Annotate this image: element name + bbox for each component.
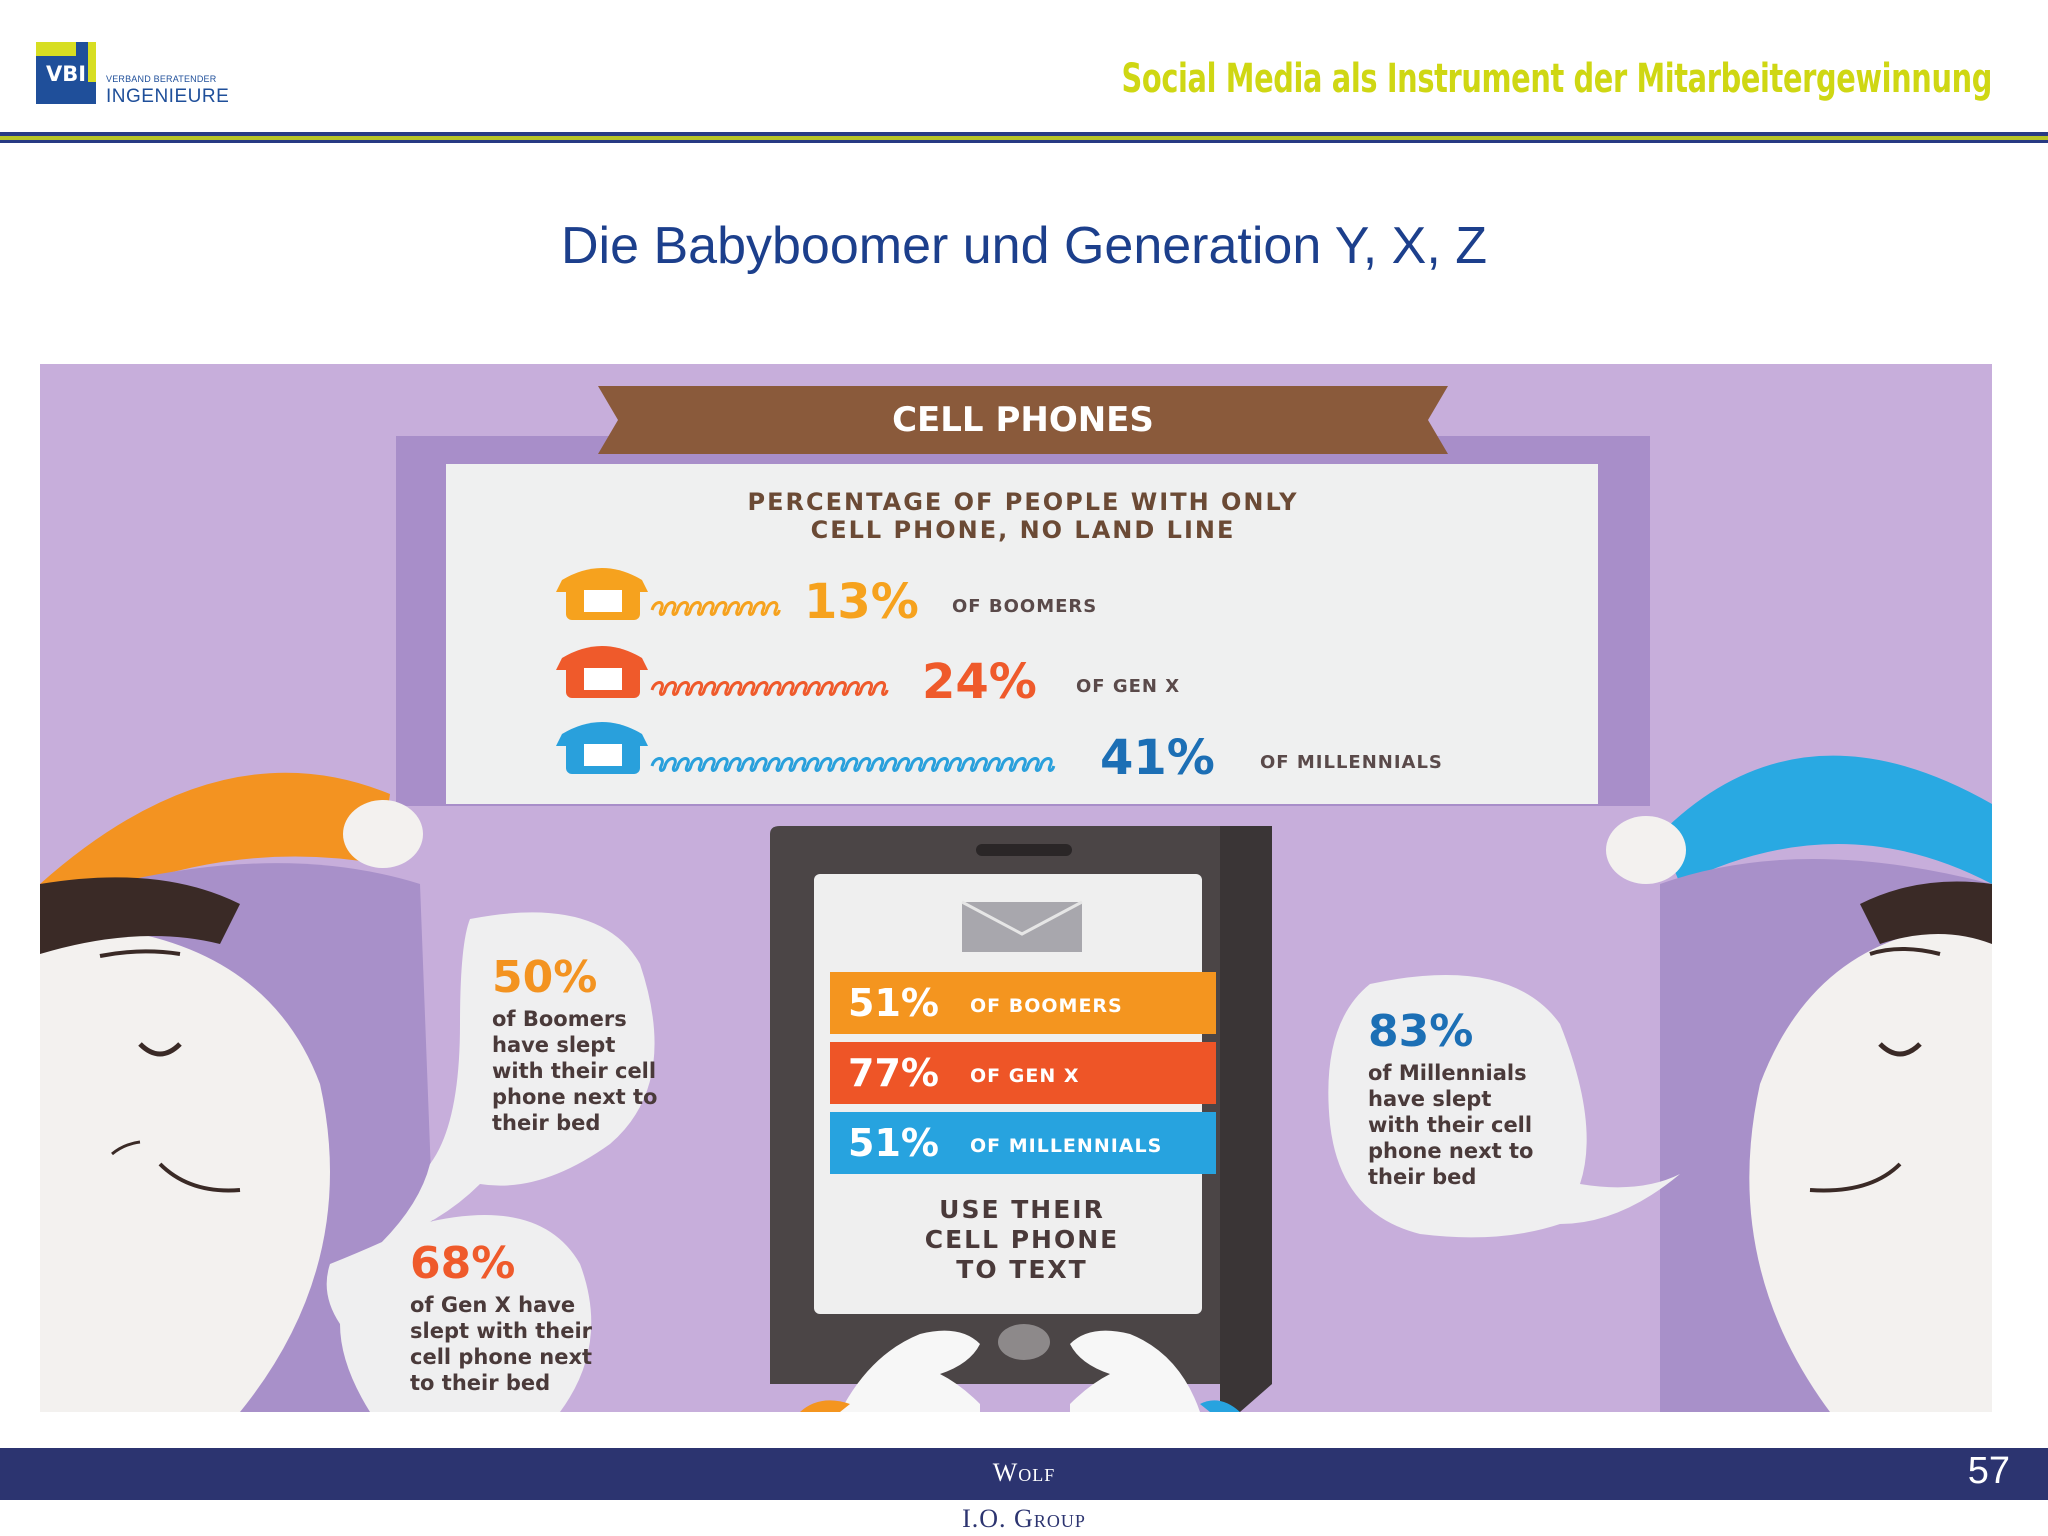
left-person-illustration (40, 772, 440, 1412)
landline-pct-genx: 24% (922, 654, 1037, 710)
landline-row-millennials: 41% OF MILLENNIALS (556, 722, 1443, 786)
bubble-boomers-line: have slept (492, 1033, 615, 1057)
landline-pct-boomers: 13% (804, 574, 919, 630)
left-closed-eye (138, 1042, 182, 1057)
banner-ribbon (598, 386, 1448, 454)
header-divider-accent (0, 136, 2048, 140)
bubble-boomers-pct: 50% (492, 952, 597, 1003)
landline-label-millennials: OF MILLENNIALS (1260, 752, 1443, 773)
phone-cord (650, 601, 781, 616)
footer-company-line-1: Wolf (992, 1458, 1056, 1487)
logo-subtitle-big: INGENIEURE (106, 86, 230, 107)
bubble-boomers: 50% of Boomers have slept with their cel… (380, 912, 657, 1244)
right-nightcap (1660, 755, 1992, 884)
panel-heading-1: PERCENTAGE OF PEOPLE WITH ONLY (748, 488, 1299, 516)
envelope-icon (961, 900, 1083, 952)
bubble-millennials-line: phone next to (1368, 1139, 1533, 1163)
page-number: 57 (1967, 1450, 2010, 1492)
left-smile (158, 1162, 241, 1193)
banner-title: CELL PHONES (892, 400, 1154, 440)
telephone-icon (556, 646, 648, 698)
right-hand (1070, 1330, 1200, 1412)
phone-caption-line: TO TEXT (956, 1255, 1087, 1284)
bubble-boomers-line: their bed (492, 1111, 600, 1135)
footer-bar (0, 1448, 2048, 1500)
bubble-genx-line: cell phone next (410, 1345, 592, 1369)
smartphone-illustration: 51% OF BOOMERS 77% OF GEN X 51% OF MILLE… (770, 826, 1272, 1412)
bubble-millennials-line: their bed (1368, 1165, 1476, 1189)
bubble-millennials-line: have slept (1368, 1087, 1491, 1111)
phone-bar-millennials (830, 1112, 1216, 1174)
header-title: Social Media als Instrument der Mitarbei… (1121, 56, 1993, 102)
right-face (1749, 924, 1992, 1412)
phone-bar-millennials-pct: 51% (848, 1121, 939, 1165)
slide-title: Die Babyboomer und Generation Y, X, Z (561, 217, 1487, 275)
left-face (40, 924, 330, 1412)
phone-speaker (976, 844, 1072, 856)
bubble-genx-line: to their bed (410, 1371, 550, 1395)
vbi-logo: VBI (36, 42, 96, 104)
phone-bar-boomers-pct: 51% (848, 981, 939, 1025)
right-nightcap-pompom (1606, 816, 1686, 884)
left-hand (840, 1330, 980, 1412)
phone-cord (650, 681, 889, 696)
logo-mark: VBI (45, 62, 87, 86)
phone-bar-boomers-label: OF BOOMERS (970, 995, 1123, 1017)
bubble-millennials: 83% of Millennials have slept with their… (1328, 975, 1680, 1238)
landline-label-genx: OF GEN X (1076, 676, 1180, 697)
bubble-genx-line: slept with their (410, 1319, 593, 1343)
left-hair (40, 877, 240, 954)
phone-home-button (998, 1324, 1050, 1360)
bubble-genx-line: of Gen X have (410, 1293, 575, 1317)
left-nightcap (40, 772, 390, 924)
right-person-illustration (1606, 755, 1992, 1412)
phone-bar-genx-pct: 77% (848, 1051, 939, 1095)
bubble-boomers-line: phone next to (492, 1085, 657, 1109)
right-hair (1860, 881, 1992, 944)
bubble-genx-pct: 68% (410, 1238, 515, 1289)
telephone-icon (556, 568, 648, 620)
right-smile (1809, 1162, 1902, 1193)
right-closed-eye (1878, 1042, 1922, 1057)
cell-phones-infographic: CELL PHONES PERCENTAGE OF PEOPLE WITH ON… (40, 364, 1992, 1412)
left-nightcap-pompom (343, 800, 423, 868)
phone-bar-boomers (830, 972, 1216, 1034)
header-divider (0, 132, 2048, 136)
phone-cord (650, 757, 1056, 772)
landline-label-boomers: OF BOOMERS (952, 596, 1097, 617)
bubble-millennials-pct: 83% (1368, 1006, 1473, 1057)
phone-bar-genx (830, 1042, 1216, 1104)
phone-bar-genx-label: OF GEN X (970, 1065, 1080, 1087)
panel-heading-2: CELL PHONE, NO LAND LINE (811, 516, 1236, 544)
bubble-millennials-line: of Millennials (1368, 1061, 1527, 1085)
phone-caption-line: CELL PHONE (925, 1225, 1120, 1254)
landline-row-boomers: 13% OF BOOMERS (556, 568, 1097, 630)
header-divider-bottom (0, 140, 2048, 143)
phone-bar-millennials-label: OF MILLENNIALS (970, 1135, 1162, 1157)
bubble-millennials-line: with their cell (1368, 1113, 1532, 1137)
phone-caption-line: USE THEIR (939, 1195, 1105, 1224)
bubble-boomers-line: of Boomers (492, 1007, 627, 1031)
logo-subtitle-small: VERBAND BERATENDER (106, 74, 217, 84)
landline-pct-millennials: 41% (1100, 730, 1215, 786)
bubble-genx: 68% of Gen X have slept with their cell … (326, 1215, 593, 1412)
telephone-icon (556, 722, 648, 774)
footer-company-line-2: I.O. Group (962, 1504, 1086, 1533)
bubble-boomers-line: with their cell (492, 1059, 656, 1083)
landline-row-genx: 24% OF GEN X (556, 646, 1180, 710)
infographic-canvas: CELL PHONES PERCENTAGE OF PEOPLE WITH ON… (40, 386, 1992, 1412)
